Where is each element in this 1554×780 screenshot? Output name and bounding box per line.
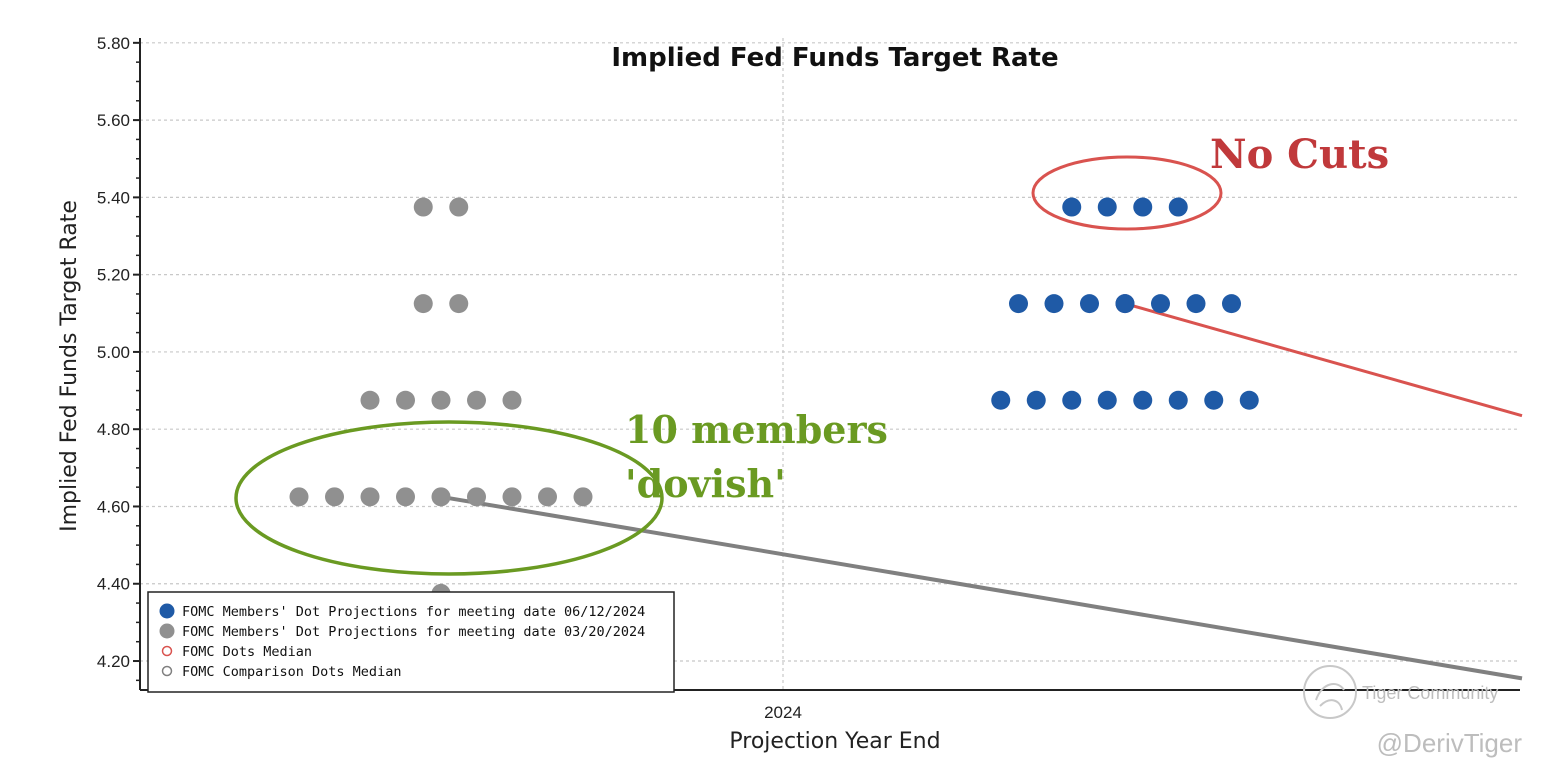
dot-03-20-2024 (396, 390, 415, 410)
y-tick-label: 5.20 (97, 266, 130, 285)
dot-06-12-2024 (1151, 294, 1170, 314)
dovish-ellipse (234, 420, 664, 576)
dot-06-12-2024 (1133, 390, 1153, 410)
y-tick-label: 5.00 (97, 343, 130, 362)
legend-marker-filled (159, 623, 175, 639)
dot-06-12-2024 (1062, 390, 1082, 410)
y-tick-label: 5.60 (97, 111, 130, 130)
dot-03-20-2024 (431, 487, 451, 507)
dot-06-12-2024 (1222, 294, 1241, 314)
dot-06-12-2024 (1168, 390, 1188, 410)
dot-06-12-2024 (1168, 197, 1188, 217)
no-cuts-annotation: No Cuts (1210, 131, 1389, 178)
y-tick-label: 4.80 (97, 420, 130, 439)
dovish-annotation-line2: 'dovish' (625, 461, 786, 506)
dot-03-20-2024 (502, 487, 522, 507)
dot-03-20-2024 (449, 294, 469, 314)
dot-06-12-2024 (991, 390, 1011, 410)
dot-06-12-2024 (1044, 294, 1064, 314)
legend-marker-hollow (161, 645, 173, 657)
dot-03-20-2024 (538, 487, 557, 507)
legend: FOMC Members' Dot Projections for meetin… (147, 591, 675, 693)
legend-entry-label: FOMC Members' Dot Projections for meetin… (182, 624, 645, 640)
tiger-logo-stroke (1315, 683, 1345, 711)
y-tick-label: 5.80 (97, 34, 130, 53)
dot-03-20-2024 (573, 487, 593, 507)
chart-title: Implied Fed Funds Target Rate (611, 43, 1058, 73)
dot-03-20-2024 (289, 487, 309, 507)
y-tick-label: 4.40 (97, 575, 130, 594)
dot-03-20-2024 (325, 487, 344, 507)
tiger-logo-icon (1303, 665, 1357, 719)
dot-06-12-2024 (1186, 294, 1206, 314)
dovish-annotation-line1: 10 members (625, 407, 888, 452)
dots-median-line (1124, 302, 1523, 418)
dot-06-12-2024 (1115, 294, 1135, 314)
dot-03-20-2024 (502, 390, 522, 410)
dot-06-12-2024 (1097, 390, 1117, 410)
grid-lines (140, 42, 1520, 662)
dot-03-20-2024 (467, 487, 486, 507)
dot-06-12-2024 (1239, 390, 1259, 410)
legend-entry-label: FOMC Dots Median (182, 644, 312, 660)
dot-06-12-2024 (1204, 390, 1224, 410)
comparison-median-line (440, 494, 1523, 681)
legend-entry-label: FOMC Comparison Dots Median (182, 664, 401, 680)
x-tick-label-2024: 2024 (764, 703, 802, 722)
dot-06-12-2024 (1080, 294, 1099, 314)
dot-03-20-2024 (413, 197, 433, 217)
dot-03-20-2024 (449, 197, 469, 217)
legend-marker-hollow (161, 665, 173, 677)
dot-03-20-2024 (413, 294, 433, 314)
legend-box (147, 591, 675, 693)
y-axis-label: Implied Fed Funds Target Rate (57, 200, 82, 532)
dot-06-12-2024 (1097, 197, 1117, 217)
y-tick-label: 4.20 (97, 652, 130, 671)
dot-06-12-2024 (1026, 390, 1046, 410)
no-cuts-ellipse (1031, 155, 1223, 231)
x-axis-label: Projection Year End (729, 729, 940, 754)
dot-06-12-2024 (1133, 197, 1153, 217)
tiger-community-watermark: Tiger Community @DerivTiger (1303, 665, 1523, 758)
legend-entry-label: FOMC Members' Dot Projections for meetin… (182, 604, 645, 620)
y-axis: 4.20 4.40 4.60 4.80 5.00 5.20 5.40 5.60 5.80 (97, 34, 141, 690)
y-tick-label: 4.60 (97, 497, 130, 516)
dot-03-20-2024 (360, 487, 380, 507)
dot-06-12-2024 (1009, 294, 1028, 314)
dot-03-20-2024 (360, 390, 380, 410)
dot-06-12-2024 (1062, 197, 1082, 217)
dot-03-20-2024 (467, 390, 486, 410)
dot-03-20-2024 (396, 487, 415, 507)
watermark-community-text: Tiger Community (1362, 683, 1498, 703)
watermark-handle-text: @DerivTiger (1377, 728, 1523, 758)
dot-projections (289, 197, 1259, 603)
y-tick-label: 5.40 (97, 188, 130, 207)
dot-03-20-2024 (431, 390, 451, 410)
legend-marker-filled (159, 603, 175, 619)
